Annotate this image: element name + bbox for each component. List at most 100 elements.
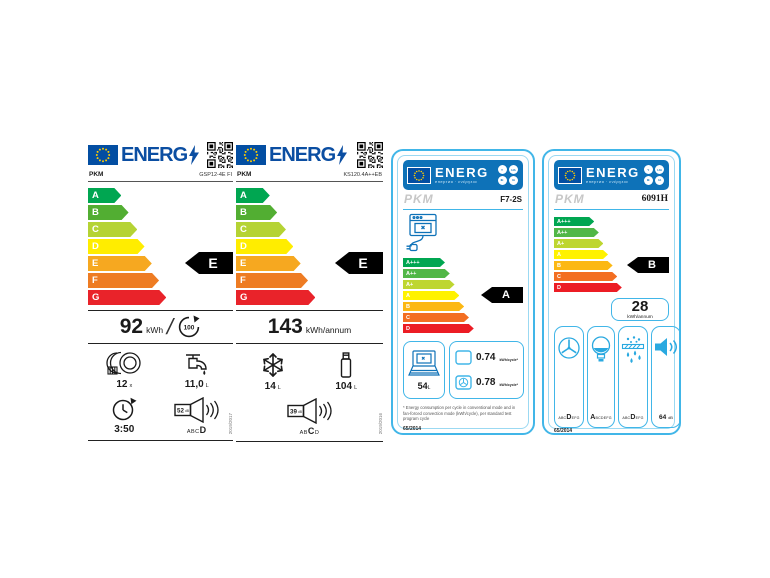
- cycle-unit: kWh/cycle*: [499, 382, 518, 387]
- eu-flag-icon: [558, 166, 582, 184]
- energ-subtitle: енергия · ενέργεια: [435, 179, 478, 184]
- feature-grid: 14 L 104 L: [236, 344, 383, 442]
- fluid-dynamic-class-box: ABCDEFG: [554, 326, 584, 428]
- brand-logo: PKM: [404, 192, 434, 206]
- regulation-number: 65/2014: [403, 426, 422, 433]
- scale-arrow-a3: A+++: [403, 258, 445, 267]
- energ-wordmark: ENERG: [121, 144, 188, 166]
- scale-arrow-a: A: [554, 250, 608, 259]
- label-header: ENERG енергия · ενέργεια Y IJA IE IA: [554, 160, 669, 190]
- scale-arrow-c: C: [236, 222, 286, 237]
- model-number: GSP12-4E FI: [199, 172, 232, 178]
- svg-text:dB: dB: [185, 409, 189, 413]
- energy-consumption-row: 92 kWh / 100: [88, 310, 233, 344]
- energy-per-cycle-box: 0.74 kWh/cycle* 0.78 kWh/cycle*: [449, 341, 524, 399]
- scale-arrow-d: D: [88, 239, 145, 254]
- regulation-number: 2019/2016: [378, 412, 383, 434]
- energy-value: 92: [119, 315, 144, 338]
- badge-ia: IA: [655, 175, 665, 185]
- water-tap-icon: [185, 354, 207, 375]
- eu-flag-icon: [236, 145, 266, 165]
- qr-code: [207, 142, 233, 168]
- cycle-unit: kWh/cycle*: [499, 357, 518, 362]
- footnote: * Energy consumption per cycle in conven…: [403, 405, 516, 422]
- rating-indicator: A: [481, 287, 523, 303]
- energ-subtitle: енергия · ενέργεια: [586, 179, 629, 184]
- scale-arrow-c: C: [88, 222, 137, 237]
- fresh-volume-value: 104 L: [335, 381, 358, 392]
- efficiency-scale: A+++ A++ A+ A B C D A: [403, 258, 523, 335]
- grease-filter-icon: [621, 336, 645, 363]
- scale-arrow-b: B: [236, 205, 277, 220]
- per-100-cycles-icon: 100: [179, 315, 200, 338]
- annual-energy-box: 28 kWh/annum: [611, 298, 669, 321]
- scale-arrow-a1: A+: [403, 280, 455, 289]
- svg-text:52: 52: [177, 408, 184, 415]
- scale-arrow-c: C: [554, 272, 617, 281]
- noise-class: ABCD: [299, 426, 320, 436]
- energy-unit: kWh/annum: [627, 315, 653, 320]
- qr-code: [357, 142, 383, 168]
- fan-value: 0.78: [476, 377, 496, 388]
- place-settings-cell: 12 x: [88, 351, 161, 390]
- model-number: F7-2S: [500, 194, 522, 204]
- scale-arrow-d: D: [554, 283, 622, 292]
- scale-arrow-b: B: [403, 302, 464, 311]
- regulation-number: 65/2014: [554, 428, 573, 434]
- conventional-value: 0.74: [476, 352, 496, 363]
- efficiency-scale: A+++ A++ A+ A B C D B: [554, 217, 669, 294]
- language-badges: Y IJA IE IA: [497, 165, 520, 185]
- eu-flag-icon: [407, 166, 431, 184]
- efficiency-scale: A B C D E F G E: [236, 188, 383, 305]
- label-header: ENERG енергия · ενέργεια Y IJA IE IA: [403, 160, 523, 190]
- scale-arrow-c: C: [403, 313, 469, 322]
- duration-cell: 3:50: [88, 396, 161, 435]
- brand-name: PKM: [237, 171, 252, 178]
- energy-consumption-row: 143 kWh/annum: [236, 310, 383, 344]
- noise-speaker-icon: 52 dB: [174, 397, 219, 423]
- scale-arrow-a2: A++: [554, 228, 599, 237]
- water-cell: 11,0 L: [161, 351, 234, 390]
- freezer-volume-cell: 14 L: [236, 351, 310, 392]
- scale-arrow-a: A: [88, 188, 121, 203]
- place-settings-icon: [106, 351, 141, 375]
- lighting-class: ABCDEFG: [590, 414, 612, 421]
- fan-icon: [558, 337, 580, 359]
- svg-text:dB: dB: [298, 410, 302, 414]
- freezer-volume-value: 14 L: [264, 381, 281, 392]
- regulation-number: 2019/2017: [228, 412, 233, 434]
- scale-arrow-e: E: [236, 256, 301, 271]
- fridge-energy-label: ENERG PKM KS120.4A++EB A B C D E F G E 1…: [236, 141, 383, 442]
- oven-volume-box: 54L: [403, 341, 445, 399]
- language-badges: Y IJA IE IA: [643, 165, 666, 185]
- brand-name: PKM: [89, 171, 104, 178]
- oven-volume-value: 54L: [417, 381, 431, 391]
- scale-arrow-a2: A++: [403, 269, 450, 278]
- energy-unit: kWh: [146, 325, 164, 335]
- noise-box: 64 dB: [651, 326, 681, 428]
- energ-wordmark: ENERG: [435, 165, 489, 180]
- noise-speaker-icon: [655, 338, 677, 356]
- scale-arrow-f: F: [88, 273, 159, 288]
- per-divider: /: [164, 314, 176, 339]
- scale-arrow-f: F: [236, 273, 308, 288]
- grease-filter-class-box: ABCDEFG: [618, 326, 648, 428]
- model-number: KS120.4A++EB: [343, 172, 382, 178]
- snowflake-icon: [262, 353, 283, 377]
- light-bulb-icon: [591, 336, 611, 362]
- lightning-bolt-icon: [337, 145, 348, 165]
- scale-arrow-a: A: [236, 188, 270, 203]
- duration-value: 3:50: [114, 424, 135, 435]
- scale-arrow-a3: A+++: [554, 217, 594, 226]
- electric-oven-plug-icon: [406, 213, 437, 252]
- noise-class: ABCD: [186, 425, 207, 435]
- rating-indicator: B: [627, 257, 669, 273]
- label-header: ENERG: [236, 141, 383, 169]
- hood-energy-label: ENERG енергия · ενέργεια Y IJA IE IA PKM…: [542, 149, 681, 435]
- energ-wordmark: ENERG: [269, 144, 336, 166]
- eu-flag-icon: [88, 145, 118, 165]
- energy-unit: kWh/annum: [305, 325, 352, 335]
- conventional-mode-row: 0.74 kWh/cycle*: [455, 350, 518, 365]
- scale-arrow-d: D: [236, 239, 293, 254]
- grease-filter-class: ABCDEFG: [622, 414, 644, 421]
